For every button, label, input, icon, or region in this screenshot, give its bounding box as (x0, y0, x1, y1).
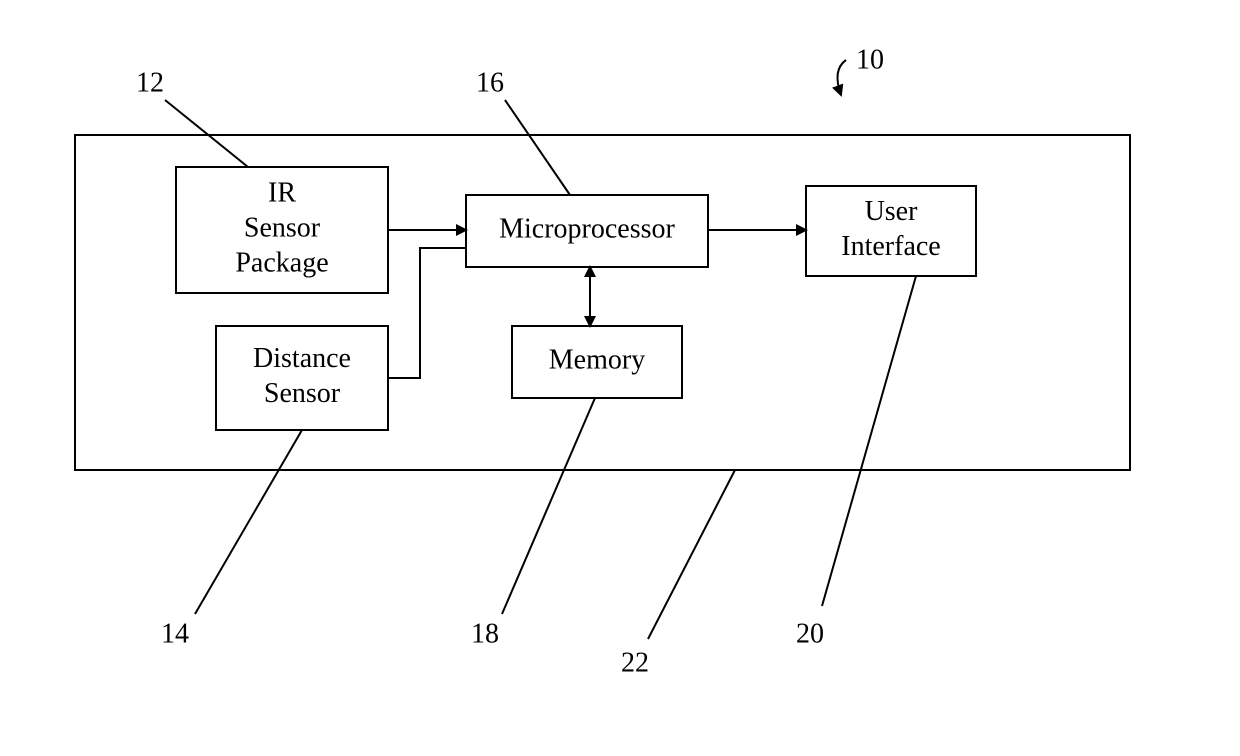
ref-18: 18 (471, 618, 499, 649)
ref-12: 12 (136, 67, 164, 98)
ref-20: 20 (796, 618, 824, 649)
distance-label: Distance (253, 343, 351, 374)
ref-16: 16 (476, 67, 504, 98)
ir_sensor-label: IR (268, 177, 296, 208)
micro-label: Microprocessor (499, 213, 675, 244)
ir_sensor-label: Package (235, 247, 328, 278)
ir_sensor-label: Sensor (244, 212, 321, 243)
ui-label: Interface (841, 231, 940, 262)
ref-22: 22 (621, 647, 649, 678)
distance-label: Sensor (264, 378, 341, 409)
ui-label: User (865, 196, 919, 227)
memory-label: Memory (549, 344, 645, 375)
ref-10: 10 (856, 44, 884, 75)
ref-14: 14 (161, 618, 189, 649)
